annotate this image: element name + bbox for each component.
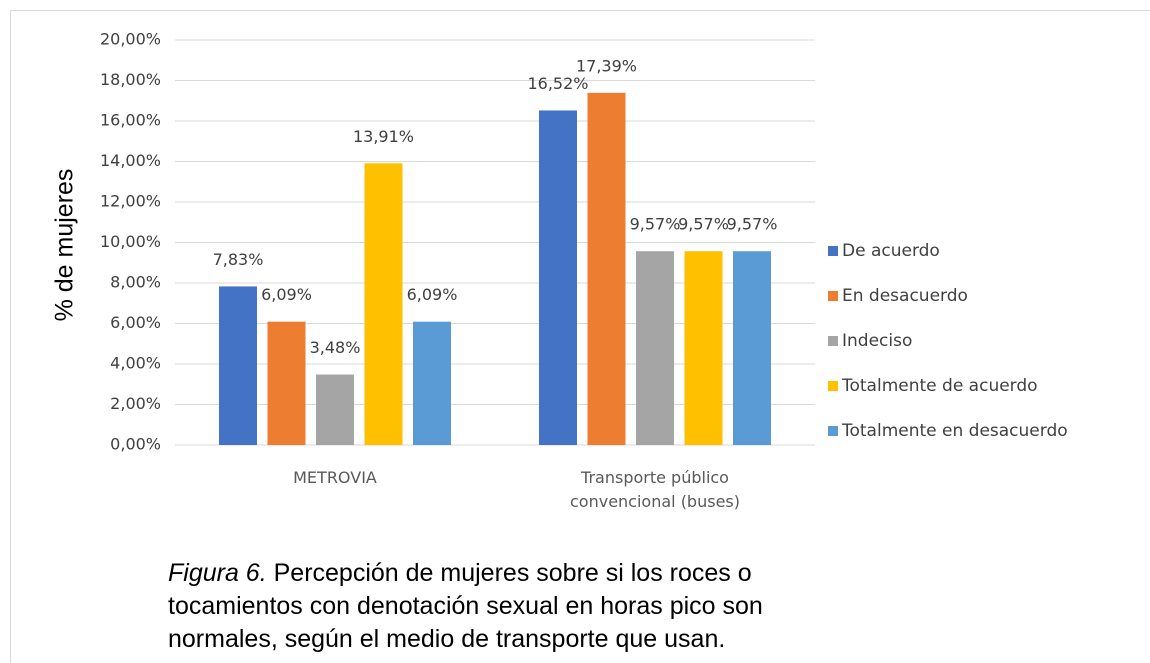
y-tick-label: 8,00% (110, 273, 161, 292)
y-tick-label: 0,00% (110, 435, 161, 454)
y-tick-label: 12,00% (100, 192, 161, 211)
legend-label: Totalmente de acuerdo (841, 376, 1038, 396)
legend-swatch (828, 291, 838, 301)
bar (587, 92, 626, 445)
y-tick-label: 14,00% (100, 151, 161, 170)
y-tick-label: 16,00% (100, 111, 161, 130)
x-tick-label: METROVIA (293, 468, 377, 487)
data-label: 9,57% (678, 215, 729, 234)
legend-swatch (828, 336, 838, 346)
y-tick-label: 6,00% (110, 313, 161, 332)
legend-label: En desacuerdo (842, 286, 968, 306)
data-label: 16,52% (527, 74, 588, 93)
data-label: 7,83% (213, 250, 264, 269)
data-label: 17,39% (576, 56, 637, 75)
legend-swatch (828, 426, 838, 436)
data-label: 13,91% (353, 127, 414, 146)
data-label: 9,57% (727, 215, 778, 234)
bar (733, 251, 771, 445)
y-tick-label: 20,00% (100, 30, 161, 49)
data-label: 9,57% (630, 215, 681, 234)
caption: Figura 6. Percepción de mujeres sobre si… (168, 557, 808, 656)
y-tick-label: 10,00% (100, 232, 161, 251)
y-tick-label: 4,00% (110, 354, 161, 373)
bar (636, 251, 674, 445)
legend-swatch (828, 246, 838, 256)
legend-label: Totalmente en desacuerdo (841, 421, 1068, 441)
x-tick-label: Transporte público convencional (buses) (570, 468, 740, 511)
legend-swatch (828, 381, 838, 391)
y-tick-label: 18,00% (100, 70, 161, 89)
bar (316, 374, 354, 445)
bar (413, 321, 451, 445)
bar (267, 321, 306, 445)
data-label: 6,09% (407, 285, 458, 304)
legend-label: Indeciso (842, 331, 912, 351)
data-label: 6,09% (261, 285, 312, 304)
bar (684, 251, 723, 445)
y-tick-label: 2,00% (110, 394, 161, 413)
bar (364, 163, 403, 445)
bar (539, 110, 577, 445)
y-axis-title: % de mujeres (51, 169, 79, 322)
legend-label: De acuerdo (842, 241, 940, 261)
frame (10, 10, 1150, 663)
bar (219, 286, 257, 445)
caption-label: Figura 6. (168, 559, 267, 587)
data-label: 3,48% (310, 338, 361, 357)
caption-text: Percepción de mujeres sobre si los roces… (168, 559, 763, 653)
